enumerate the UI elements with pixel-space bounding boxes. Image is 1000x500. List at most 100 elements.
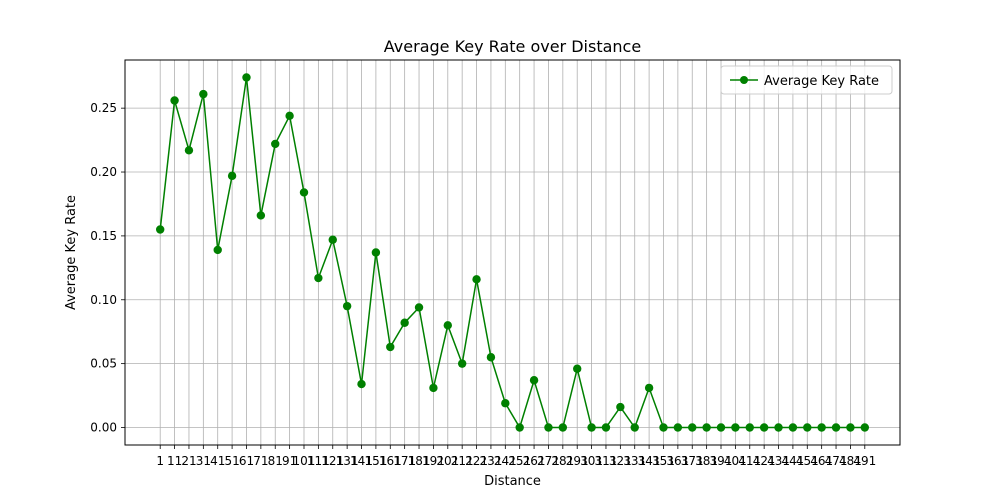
x-tick-label: 171 (393, 454, 416, 468)
x-tick-label: 141 (350, 454, 373, 468)
data-point (357, 379, 366, 389)
x-tick-label: 161 (379, 454, 402, 468)
y-tick-label: 0.05 (90, 357, 117, 371)
data-point (731, 423, 740, 432)
x-tick-label: 471 (825, 454, 848, 468)
data-point (457, 359, 467, 368)
x-tick-label: 221 (465, 454, 488, 468)
x-tick-label: 441 (781, 454, 804, 468)
series-layer (156, 73, 869, 432)
legend-marker-swatch (740, 76, 748, 84)
data-point (227, 171, 237, 181)
legend-box (720, 65, 893, 95)
data-point (271, 139, 280, 149)
x-tick-label: 451 (796, 454, 819, 468)
chart-title: Average Key Rate over Distance (384, 37, 641, 56)
x-tick-label: 151 (364, 454, 387, 468)
y-tick-label: 0.15 (90, 229, 117, 243)
x-tick-label: 21 (181, 454, 196, 468)
data-point (443, 321, 452, 330)
x-tick-label: 51 (224, 454, 239, 468)
y-axis-label: Average Key Rate (64, 195, 79, 310)
data-point (314, 273, 323, 283)
data-point (831, 423, 841, 432)
data-point (184, 146, 194, 155)
x-tick-label: 481 (839, 454, 862, 468)
data-point (817, 423, 826, 432)
y-tick-label: 0.25 (90, 101, 117, 115)
data-point (400, 318, 409, 327)
x-tick-label: 381 (695, 454, 718, 468)
x-tick-label: 201 (436, 454, 459, 468)
data-point (788, 423, 798, 432)
tick-layer: 1 11 21 31 41 51 61 71 81 91101111121131141151161… (90, 101, 876, 468)
data-point (860, 423, 869, 432)
x-tick-label: 71 (253, 454, 268, 468)
x-tick-label: 41 (210, 454, 225, 468)
grid-lines (125, 60, 900, 445)
data-point (429, 383, 438, 393)
x-tick-label: 181 (408, 454, 431, 468)
x-tick-label: 421 (753, 454, 776, 468)
x-tick-label: 411 (738, 454, 761, 468)
data-point (285, 111, 294, 121)
data-point (803, 423, 812, 432)
data-point (213, 245, 222, 255)
x-tick-label: 81 (268, 454, 283, 468)
data-point (716, 423, 726, 432)
data-point (156, 225, 165, 234)
x-tick-label: 211 (451, 454, 474, 468)
x-tick-label: 331 (623, 454, 646, 468)
x-tick-label: 31 (196, 454, 211, 468)
data-point (199, 89, 208, 99)
data-point (558, 423, 568, 432)
x-tick-label: 351 (652, 454, 675, 468)
data-point (386, 342, 395, 352)
data-point (659, 423, 668, 432)
x-tick-label: 61 (239, 454, 254, 468)
data-point (371, 248, 381, 257)
x-tick-label: 251 (508, 454, 531, 468)
x-tick-label: 191 (422, 454, 445, 468)
x-tick-label: 281 (551, 454, 574, 468)
x-tick-label: 401 (724, 454, 747, 468)
data-point (342, 301, 352, 311)
data-point (745, 423, 754, 432)
x-tick-label: 321 (609, 454, 632, 468)
axes-frame (124, 59, 901, 446)
data-point (774, 423, 783, 432)
x-tick-label: 391 (710, 454, 733, 468)
x-tick-label: 1 (156, 454, 164, 468)
x-axis-label: Distance (484, 474, 541, 489)
x-tick-label: 101 (293, 454, 316, 468)
legend: Average Key Rate (720, 65, 893, 95)
x-tick-label: 121 (321, 454, 344, 468)
x-tick-label: 461 (810, 454, 833, 468)
x-tick-label: 311 (595, 454, 618, 468)
legend-label: Average Key Rate (764, 74, 879, 89)
x-tick-label: 131 (336, 454, 359, 468)
data-point (472, 275, 481, 284)
data-point (544, 423, 553, 432)
data-point (256, 211, 266, 220)
data-point (328, 235, 337, 244)
data-point (702, 423, 711, 432)
data-point (846, 423, 855, 432)
x-tick-label: 231 (479, 454, 502, 468)
y-tick-label: 0.10 (90, 293, 117, 307)
x-tick-label: 241 (494, 454, 517, 468)
data-point (644, 383, 654, 393)
x-tick-label: 431 (767, 454, 790, 468)
x-tick-label: 361 (666, 454, 689, 468)
x-tick-label: 11 (167, 454, 182, 468)
data-point (601, 423, 611, 432)
data-point (573, 364, 582, 373)
data-point (515, 423, 524, 432)
data-point (242, 73, 251, 82)
data-point (673, 423, 683, 432)
data-point (529, 376, 539, 385)
x-tick-label: 341 (638, 454, 661, 468)
data-point (486, 353, 496, 362)
x-tick-label: 271 (537, 454, 560, 468)
